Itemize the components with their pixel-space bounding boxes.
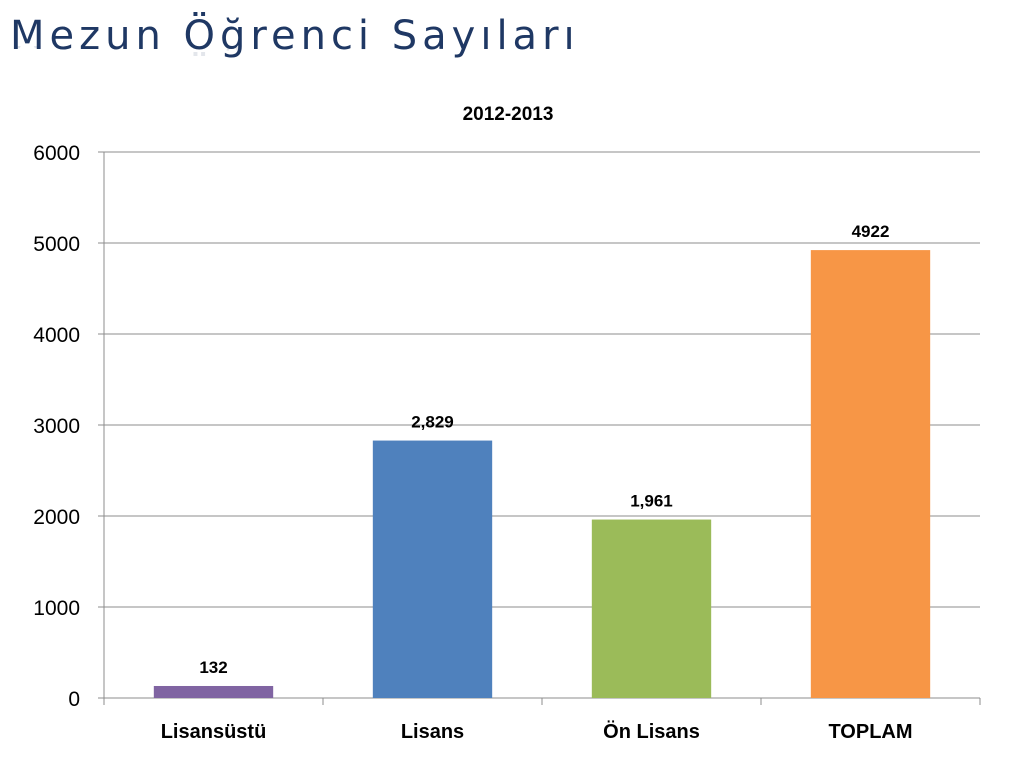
labels: 0 1000 2000 3000 4000 5000 6000 132 Lisansüstü 2,… [33, 142, 912, 743]
y-tick-label: 1000 [33, 597, 80, 620]
x-category-label: TOPLAM [828, 721, 912, 743]
bar [153, 685, 274, 698]
x-category-label: Lisans [401, 721, 464, 743]
data-label: 1,961 [630, 492, 673, 511]
y-tick-label: 2000 [33, 506, 80, 529]
bars [153, 250, 931, 698]
chart-title: 2012-2013 [463, 104, 554, 125]
y-tick-label: 3000 [33, 415, 80, 438]
x-category-label: Ön Lisans [603, 720, 700, 743]
data-label: 2,829 [411, 413, 454, 432]
y-tick-label: 4000 [33, 324, 80, 347]
y-tick-label: 6000 [33, 142, 80, 165]
y-tick-label: 5000 [33, 233, 80, 256]
y-tick-label: 0 [68, 688, 80, 711]
data-label: 132 [199, 658, 227, 677]
data-label: 4922 [852, 222, 890, 241]
bar [591, 519, 712, 698]
x-category-label: Lisansüstü [161, 721, 267, 743]
bar [372, 440, 493, 698]
page-title: Mezun Öğrenci Sayıları [10, 13, 580, 59]
bar [810, 250, 931, 698]
gridlines [104, 151, 980, 608]
